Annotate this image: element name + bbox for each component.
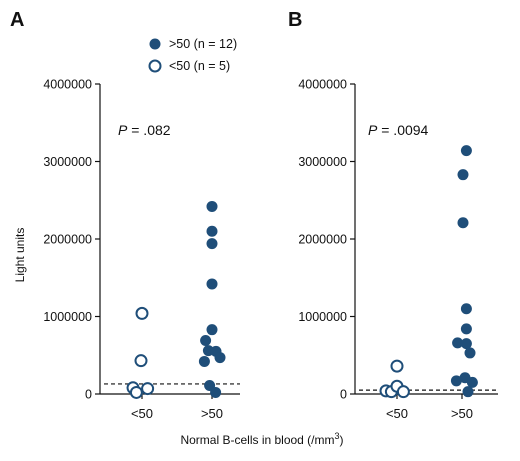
data-point-filled	[206, 225, 218, 237]
y-tick-label: 0	[340, 388, 347, 402]
data-point-filled	[450, 375, 462, 387]
y-tick-label: 0	[85, 388, 92, 402]
p-value: = .082	[127, 122, 170, 138]
x-tick-label: <50	[131, 406, 153, 421]
panel-letter: B	[288, 9, 302, 31]
y-tick-label: 4000000	[43, 78, 92, 92]
panel-a: A 0 1000000 2000000 3000000 4000000 <50 >50 P = …	[10, 9, 240, 421]
x-axis-title: Normal B-cells in blood (/mm3)	[180, 431, 343, 447]
data-point-filled	[198, 355, 210, 367]
legend: >50 (n = 12) <50 (n = 5)	[148, 37, 237, 73]
data-point-open	[396, 385, 410, 399]
data-point-open	[134, 354, 148, 368]
legend-marker-filled	[149, 38, 161, 50]
panel-letter: A	[10, 9, 24, 31]
data-point-open	[135, 306, 149, 320]
x-axis-title-main: Normal B-cells in blood (/mm	[180, 433, 334, 447]
x-tick-label: <50	[386, 406, 408, 421]
legend-label-filled: >50 (n = 12)	[169, 37, 237, 51]
p-symbol: P	[368, 122, 378, 138]
panel-b: B 0 1000000 2000000 3000000 4000000 <50 >50 P = …	[288, 9, 498, 421]
y-tick-label: 3000000	[43, 155, 92, 169]
p-symbol: P	[118, 122, 128, 138]
x-tick-label: >50	[451, 406, 473, 421]
x-tick-label: >50	[201, 406, 223, 421]
data-point-filled	[206, 324, 218, 336]
data-point-filled	[457, 169, 469, 181]
y-tick-label: 1000000	[43, 310, 92, 324]
y-tick-label: 2000000	[298, 233, 347, 247]
data-point-filled	[460, 338, 472, 350]
x-axis-title-end: )	[340, 433, 344, 447]
data-point-filled	[206, 200, 218, 212]
y-tick-label: 4000000	[298, 78, 347, 92]
y-axis-title: Light units	[13, 228, 27, 283]
data-point-open	[129, 385, 143, 399]
data-point-filled	[460, 303, 472, 315]
data-point-filled	[466, 376, 478, 388]
data-point-filled	[210, 386, 222, 398]
data-point-filled	[464, 347, 476, 359]
y-tick-label: 2000000	[43, 233, 92, 247]
legend-marker-open	[148, 59, 162, 73]
data-point-filled	[452, 337, 464, 349]
data-point-filled	[206, 278, 218, 290]
y-tick-label: 3000000	[298, 155, 347, 169]
p-value: = .0094	[377, 122, 428, 138]
legend-label-open: <50 (n = 5)	[169, 59, 230, 73]
x-axis-title-sup: 3	[335, 431, 340, 441]
data-point-filled	[460, 145, 472, 157]
data-point-open	[141, 382, 155, 396]
p-value-label: P = .0094	[368, 122, 429, 138]
data-point-filled	[460, 323, 472, 335]
data-point-filled	[457, 217, 469, 229]
y-tick-label: 1000000	[298, 310, 347, 324]
data-point-filled	[206, 238, 218, 250]
data-point-filled	[214, 352, 226, 364]
p-value-label: P = .082	[118, 122, 171, 138]
data-point-filled	[200, 335, 212, 347]
data-point-open	[390, 359, 404, 373]
data-point-filled	[462, 386, 474, 398]
